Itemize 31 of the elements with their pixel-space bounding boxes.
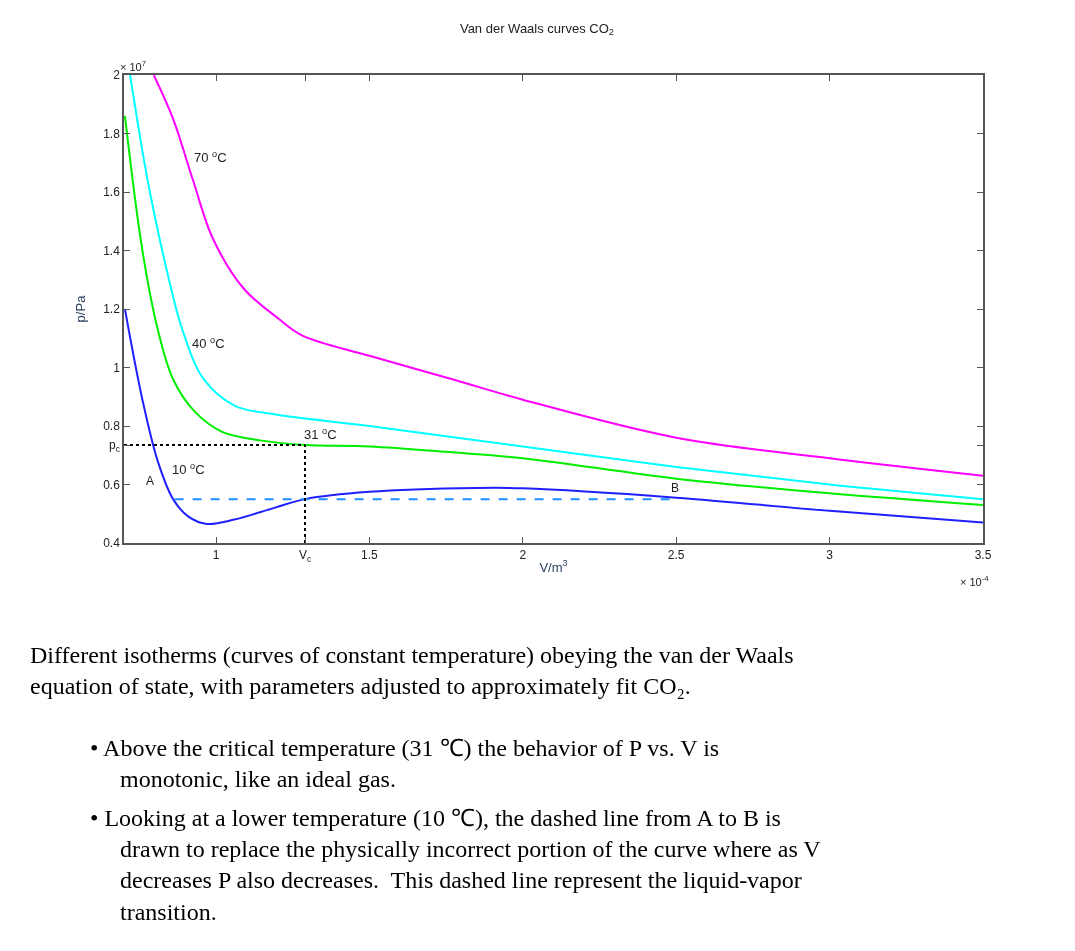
x-tick-label: 1 xyxy=(212,548,220,563)
y-tick-label: 0.8 xyxy=(103,419,121,434)
series-label: 31 $^{o}$C xyxy=(304,426,337,443)
text: Different isotherms (curves of constant temperature) obeying the van der Waals equation of state, with parameters adjusted to approximately fit CO₂. xyxy=(30,642,794,700)
y-tick-label: 1.6 xyxy=(103,185,121,200)
y-tick-label: 2 xyxy=(113,68,121,83)
series-label: 70 $^{o}$C xyxy=(194,149,227,166)
x-axis-title: V/m$^{3}$ xyxy=(539,558,568,575)
y-axis-title: p/Pa xyxy=(72,294,88,323)
y-tick-label: 1 xyxy=(113,360,121,375)
y-tick-label: 1.2 xyxy=(103,302,121,317)
text: × 10$^{-4}$ xyxy=(960,574,990,588)
x-tick-label: V$_{c}$ xyxy=(298,548,312,564)
annotation: B xyxy=(671,481,680,495)
y-tick-label: 0.4 xyxy=(103,536,121,551)
x-tick-label: 3 xyxy=(826,548,834,563)
y-tick-label: 1.8 xyxy=(103,126,121,141)
annotation: A xyxy=(146,474,155,488)
x-tick-label: 2 xyxy=(519,548,527,563)
y-tick-label: 0.6 xyxy=(103,477,121,492)
text: × 10$^{7}$ xyxy=(120,59,146,73)
chart-title: Van der Waals curves CO$_{2}$ xyxy=(459,20,614,38)
y-tick-label: p$_{c}$ xyxy=(108,438,120,454)
text: • Above the critical temperature (31 ℃) the behavior of P vs. V is monotonic, like an ideal gas. xyxy=(90,735,720,793)
series-label: 10 $^{o}$C xyxy=(172,461,205,478)
x-tick-label: 2.5 xyxy=(667,548,685,563)
x-tick-label: 1.5 xyxy=(361,548,379,563)
series-label: 40 $^{o}$C xyxy=(192,335,225,352)
y-tick-label: 1.4 xyxy=(103,243,121,258)
text: • Looking at a lower temperature (10 ℃), the dashed line from A to B is drawn to replace the physically incorrect portion of the curve where as V decreases P also decreases. This dashed line represent the liquid-vapor transition. xyxy=(90,805,822,925)
x-tick-label: 3.5 xyxy=(974,548,992,563)
